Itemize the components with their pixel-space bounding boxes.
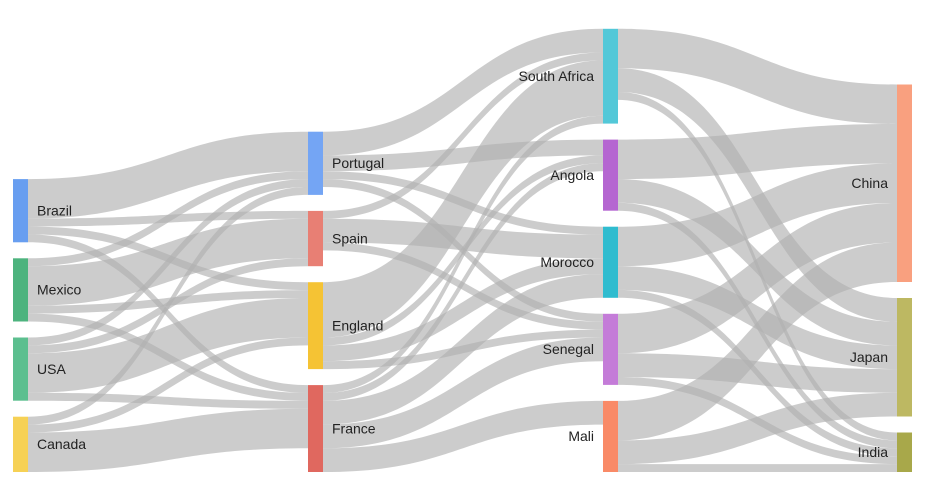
link xyxy=(28,408,308,472)
link xyxy=(618,266,897,370)
links xyxy=(28,28,897,472)
link xyxy=(618,124,897,180)
node-label: Portugal xyxy=(332,155,384,171)
node-label: Canada xyxy=(37,436,86,452)
link xyxy=(323,52,603,219)
node xyxy=(308,282,323,370)
link xyxy=(28,187,308,425)
node xyxy=(603,28,618,124)
node-label: Angola xyxy=(550,167,594,183)
link xyxy=(323,28,603,156)
node xyxy=(308,385,323,472)
node-label: Senegal xyxy=(543,341,594,357)
node xyxy=(603,139,618,211)
node-label: USA xyxy=(37,361,66,377)
link xyxy=(618,203,897,354)
link xyxy=(618,68,897,322)
link xyxy=(618,163,897,267)
link xyxy=(618,392,897,465)
node-label: Mexico xyxy=(37,282,82,298)
link xyxy=(618,28,897,124)
node xyxy=(13,258,28,322)
link xyxy=(323,163,603,401)
link xyxy=(618,353,897,393)
node xyxy=(308,131,323,195)
link xyxy=(323,274,603,425)
node-label: South Africa xyxy=(519,68,595,84)
node-label: England xyxy=(332,317,383,333)
link xyxy=(28,179,308,346)
node-label: Japan xyxy=(850,349,888,365)
link xyxy=(618,242,897,441)
node-label: Mali xyxy=(568,428,594,444)
link xyxy=(28,131,308,219)
node xyxy=(603,226,618,298)
link xyxy=(28,337,308,433)
node xyxy=(13,337,28,401)
node xyxy=(897,298,912,417)
node-label: France xyxy=(332,420,376,436)
node xyxy=(603,400,618,472)
link xyxy=(323,115,603,393)
link xyxy=(323,258,603,362)
node xyxy=(13,416,28,472)
node xyxy=(897,84,912,282)
node-label: India xyxy=(858,444,889,460)
link xyxy=(323,218,603,259)
link xyxy=(28,234,308,393)
link xyxy=(28,171,308,267)
node-label: Morocco xyxy=(540,254,594,270)
node-label: Brazil xyxy=(37,202,72,218)
link xyxy=(323,400,603,472)
node-label: Spain xyxy=(332,230,368,246)
node-label: China xyxy=(851,175,888,191)
node xyxy=(603,313,618,385)
link xyxy=(323,337,603,449)
node xyxy=(308,210,323,267)
link xyxy=(618,464,897,472)
node xyxy=(897,432,912,472)
node xyxy=(13,179,28,243)
link xyxy=(323,60,603,338)
link xyxy=(28,298,308,393)
